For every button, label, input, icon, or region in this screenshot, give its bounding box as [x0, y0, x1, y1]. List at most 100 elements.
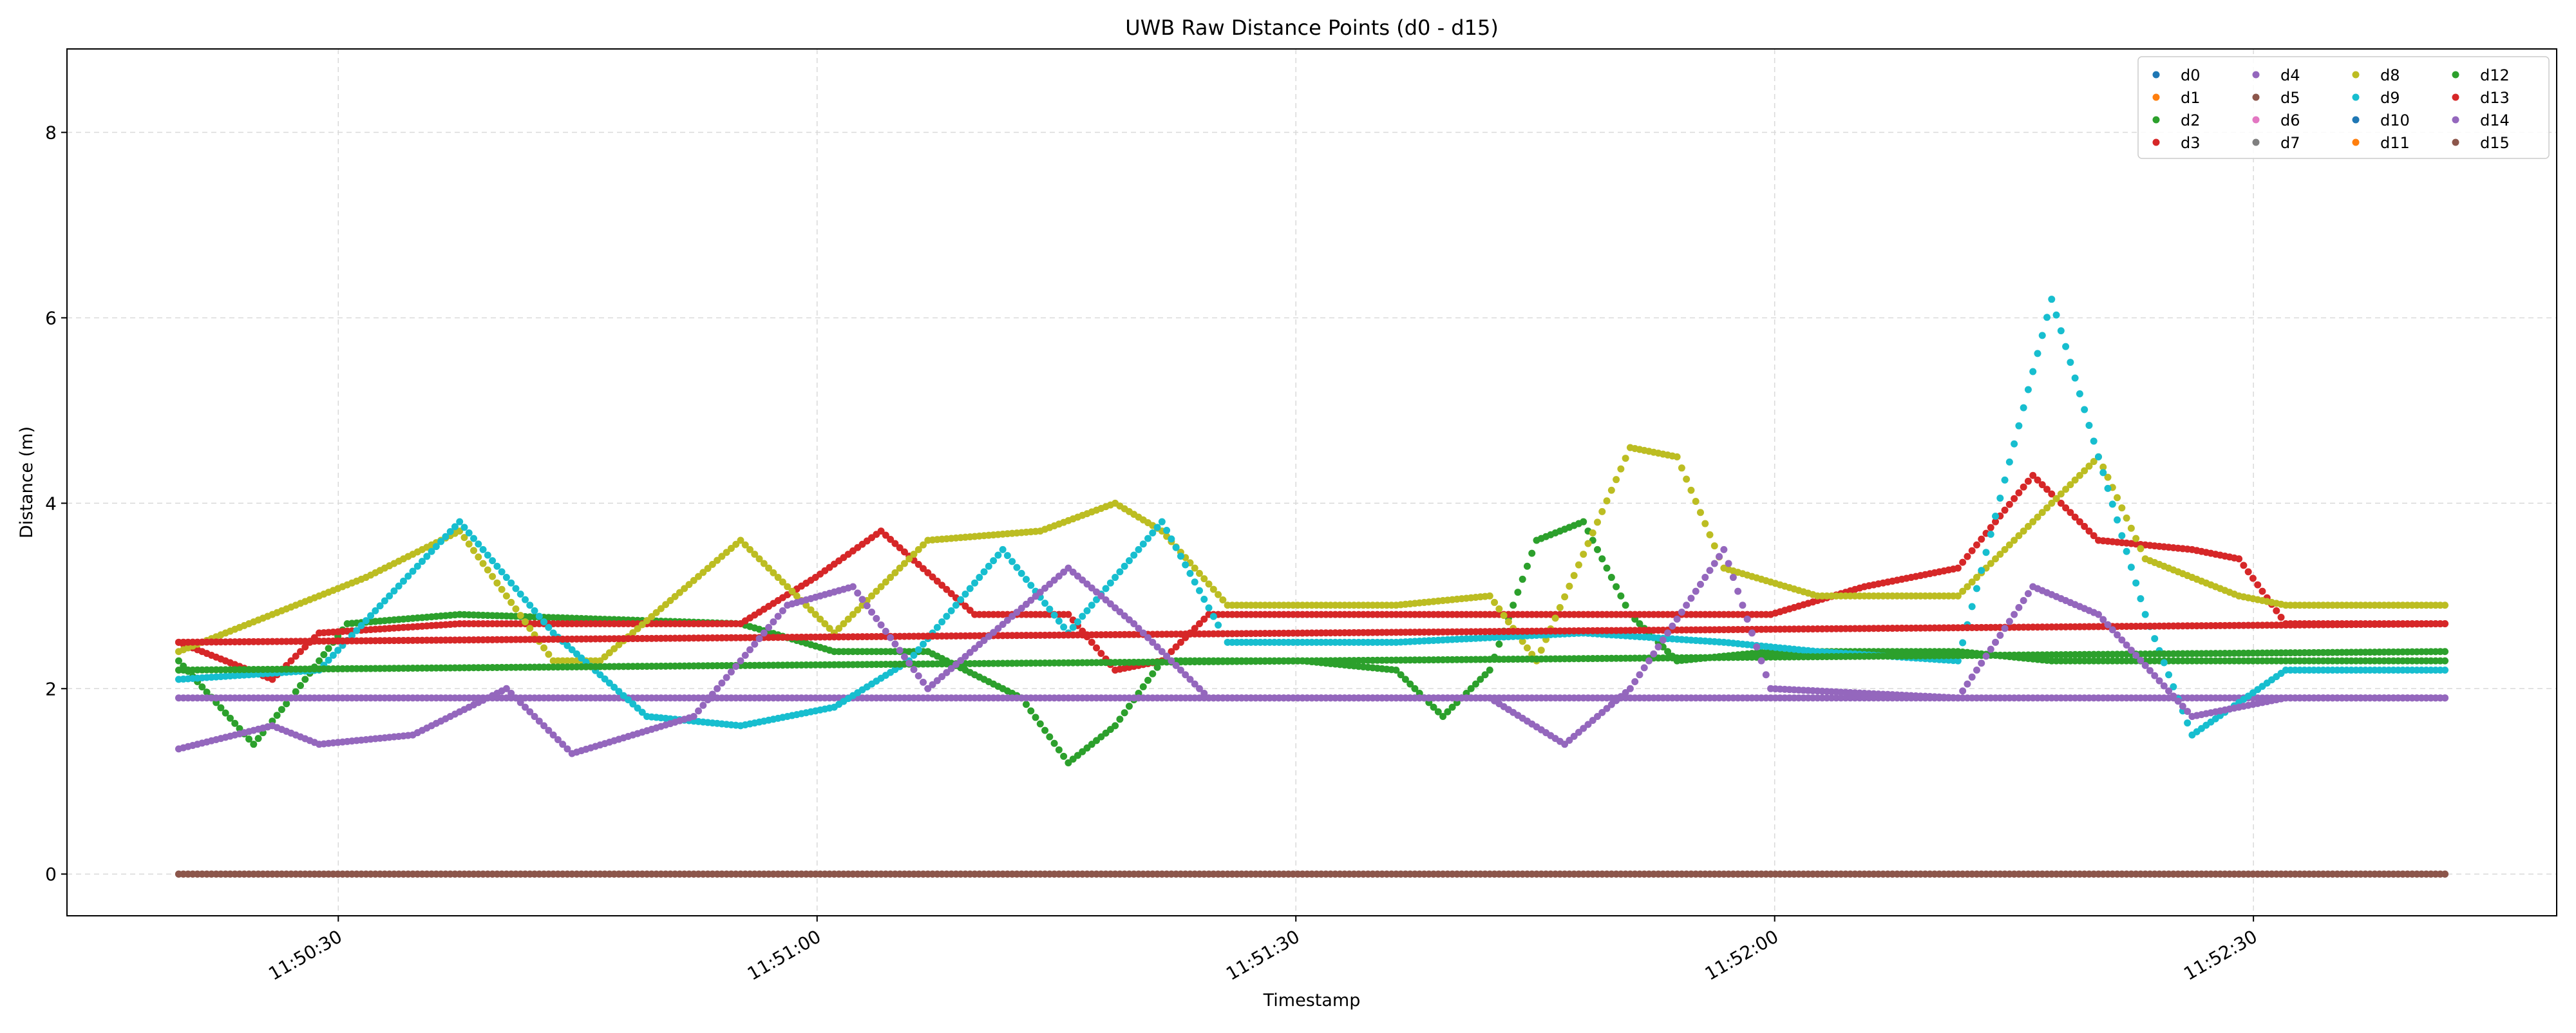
data-point — [882, 628, 889, 635]
data-point — [737, 658, 744, 665]
data-point — [1978, 567, 1985, 574]
data-point — [2441, 667, 2448, 674]
data-point — [1163, 527, 1170, 534]
data-point — [2034, 350, 2041, 357]
data-point — [1519, 576, 1526, 583]
data-point — [1009, 558, 1016, 565]
data-point — [2114, 494, 2121, 501]
data-point — [1608, 487, 1615, 494]
data-point — [2095, 453, 2102, 460]
data-point — [1074, 618, 1081, 625]
data-point — [2254, 582, 2261, 589]
data-point — [2058, 327, 2065, 334]
data-point — [1987, 531, 1994, 538]
data-point — [517, 612, 524, 619]
data-point — [1112, 574, 1119, 581]
data-point — [2015, 489, 2022, 497]
data-point — [2099, 469, 2107, 476]
data-point — [1121, 563, 1128, 570]
data-point — [2025, 386, 2032, 393]
data-point — [1196, 587, 1203, 594]
data-point — [1070, 624, 1077, 631]
data-point — [1495, 641, 1502, 648]
data-point — [723, 674, 730, 681]
data-point — [732, 663, 739, 670]
data-point — [503, 592, 510, 600]
data-point — [2132, 580, 2139, 587]
data-point — [1959, 559, 1966, 566]
data-point — [2235, 555, 2242, 562]
data-point — [1027, 582, 1034, 589]
data-point — [1683, 475, 1690, 482]
data-point — [695, 707, 702, 714]
data-point — [1580, 518, 1587, 526]
data-point — [1023, 701, 1030, 708]
data-point — [770, 618, 777, 625]
data-point — [849, 583, 857, 590]
data-point — [2137, 545, 2144, 552]
data-point — [522, 618, 529, 625]
data-point — [1973, 542, 1980, 549]
data-point — [512, 605, 519, 612]
data-point — [2090, 437, 2098, 444]
data-point — [1678, 464, 1685, 471]
data-point — [1051, 612, 1058, 619]
data-point — [1196, 570, 1203, 577]
data-point — [1566, 583, 1573, 590]
data-point — [255, 735, 262, 742]
data-point — [2072, 375, 2079, 382]
data-point — [957, 596, 964, 603]
data-point — [2245, 568, 2252, 575]
data-point — [746, 646, 753, 653]
data-point — [320, 651, 327, 658]
data-point — [526, 602, 533, 609]
data-point — [1149, 529, 1156, 536]
data-point — [2076, 390, 2083, 397]
data-point — [1065, 611, 1072, 618]
data-point — [1200, 575, 1208, 582]
data-point — [1149, 670, 1156, 678]
data-point — [756, 635, 763, 642]
data-point — [905, 659, 913, 667]
data-point — [1135, 546, 1142, 553]
data-point — [1687, 487, 1694, 494]
data-point — [971, 580, 978, 587]
data-point — [878, 621, 885, 629]
data-point — [531, 607, 538, 614]
data-point — [976, 574, 983, 581]
data-point — [1486, 592, 1493, 600]
data-point — [2132, 535, 2139, 542]
data-point — [920, 679, 927, 686]
data-point — [2441, 658, 2448, 665]
data-point — [2067, 359, 2074, 366]
data-point — [460, 524, 468, 531]
data-point — [2441, 648, 2448, 655]
data-point — [1514, 589, 1521, 596]
data-point — [1964, 553, 1971, 560]
data-point — [1561, 593, 1568, 600]
data-point — [1992, 513, 1999, 520]
data-point — [2015, 422, 2022, 430]
data-point — [475, 553, 482, 560]
data-point — [1210, 613, 1217, 620]
data-point — [1126, 703, 1133, 710]
data-point — [1604, 565, 1611, 572]
data-point — [1552, 614, 1559, 621]
data-point — [1154, 524, 1161, 531]
data-point — [470, 547, 477, 554]
data-point — [1608, 574, 1615, 581]
data-point — [1084, 607, 1091, 614]
data-point — [1622, 455, 1629, 462]
data-point — [1097, 650, 1104, 657]
data-point — [2062, 343, 2069, 350]
data-point — [512, 585, 519, 592]
data-point — [1056, 618, 1063, 625]
data-point — [2259, 588, 2266, 595]
data-point — [1004, 552, 1011, 559]
data-point — [1692, 498, 1700, 505]
data-point — [1182, 562, 1189, 569]
data-point — [2118, 504, 2125, 511]
data-point — [775, 613, 782, 620]
data-point — [1557, 604, 1564, 611]
